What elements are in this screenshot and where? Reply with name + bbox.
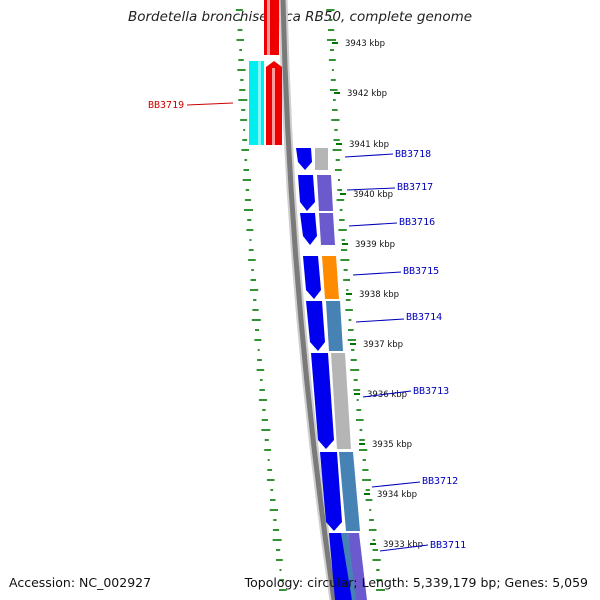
kbp-label: 3936 kbp <box>367 390 407 400</box>
category-block-purple <box>319 213 335 245</box>
kbp-label: 3935 kbp <box>372 440 412 450</box>
category-block-steelblue <box>326 301 343 351</box>
kbp-label: 3941 kbp <box>349 140 389 150</box>
gene-arrow-bb3715[interactable] <box>303 256 321 299</box>
gene-label-bb3716[interactable]: BB3716 <box>399 217 435 228</box>
gene-arrow-red-top[interactable] <box>264 0 279 55</box>
gene-arrow-bb3717[interactable] <box>298 175 315 211</box>
kbp-label: 3937 kbp <box>363 340 403 350</box>
gene-highlight <box>258 61 261 145</box>
gene-labels: BB3719 BB3718 BB3717 BB3716 BB3715 BB371… <box>148 100 466 552</box>
label-leader-line <box>355 318 405 323</box>
category-block-purple <box>317 175 333 211</box>
category-blocks <box>315 148 367 600</box>
gene-highlight <box>267 0 270 55</box>
topology-text: Topology: circular; Length: 5,339,179 bp… <box>244 575 588 590</box>
accession-text: Accession: NC_002927 <box>9 575 152 590</box>
kbp-label: 3939 kbp <box>355 240 395 250</box>
kbp-label: 3943 kbp <box>345 39 385 49</box>
gene-arrow-bb3718[interactable] <box>296 148 312 170</box>
kbp-label: 3940 kbp <box>353 190 393 200</box>
label-leader-line <box>346 187 396 191</box>
reverse-strand-genes <box>249 0 282 145</box>
category-block-steelblue <box>341 533 356 600</box>
gene-highlight <box>272 68 275 145</box>
kbp-label: 3942 kbp <box>347 89 387 99</box>
gene-arrow-bb3714[interactable] <box>306 301 325 351</box>
label-leader-line <box>186 102 234 106</box>
genome-title: Bordetella bronchiseptica RB50, complete… <box>127 9 473 25</box>
kbp-label: 3933 kbp <box>383 540 423 550</box>
gene-arrow-bb3712[interactable] <box>320 452 342 531</box>
label-leader-line <box>371 481 421 488</box>
gene-label-bb3713[interactable]: BB3713 <box>413 386 449 397</box>
label-leader-line <box>352 271 402 276</box>
category-block-orange <box>322 256 339 299</box>
label-leader-line <box>379 544 429 552</box>
category-block-purple <box>348 533 367 600</box>
label-leader-line <box>348 222 398 227</box>
genome-backbone <box>280 0 337 600</box>
gc-skew-ticks <box>235 9 386 591</box>
gene-arrow-bb3713[interactable] <box>311 353 334 449</box>
gene-block-cyan[interactable] <box>249 61 264 145</box>
gene-arrow-bb3716[interactable] <box>300 213 317 245</box>
gene-label-bb3711[interactable]: BB3711 <box>430 540 466 551</box>
label-leader-line <box>344 153 394 158</box>
category-block-steelblue <box>339 452 360 531</box>
gene-label-bb3718[interactable]: BB3718 <box>395 149 431 160</box>
label-leader-line <box>362 390 412 398</box>
kbp-axis: 3943 kbp 3942 kbp 3941 kbp 3940 kbp 3939… <box>345 39 423 550</box>
gene-label-bb3719[interactable]: BB3719 <box>148 100 184 111</box>
gene-label-bb3717[interactable]: BB3717 <box>397 182 433 193</box>
kbp-label: 3938 kbp <box>359 290 399 300</box>
category-block-gray <box>331 353 351 449</box>
kbp-label: 3934 kbp <box>377 490 417 500</box>
category-block-gray <box>315 148 328 170</box>
gene-label-bb3715[interactable]: BB3715 <box>403 266 439 277</box>
gene-label-bb3714[interactable]: BB3714 <box>406 312 442 323</box>
gene-label-bb3712[interactable]: BB3712 <box>422 476 458 487</box>
